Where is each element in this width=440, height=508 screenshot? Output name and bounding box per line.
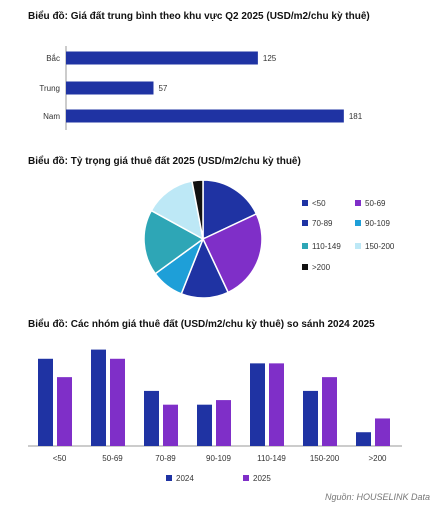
chart3-title: Biểu đồ: Các nhóm giá thuê đất (USD/m2/c… <box>28 319 375 330</box>
chart3-category-label: 150-200 <box>310 454 340 463</box>
chart1-svg: Bắc 125 Trung 57 Nam 181 <box>39 46 363 130</box>
chart3-bar-2024-2 <box>144 390 159 446</box>
chart3-bar-2024-5 <box>303 390 318 446</box>
chart1-title: Biểu đồ: Giá đất trung bình theo khu vực… <box>28 11 370 22</box>
pie-legend-label: 50-69 <box>365 199 386 208</box>
pie-legend-swatch-2 <box>302 220 308 226</box>
chart3-category-label: 50-69 <box>102 454 123 463</box>
chart1-category-label: Bắc <box>46 54 60 63</box>
chart1-bar-1 <box>66 81 154 95</box>
chart3-legend-swatch-2024 <box>166 475 172 481</box>
chart3-svg: <50 50-69 70-89 90-109 110-149 150-200 >200 202… <box>28 349 402 483</box>
chart3-bar-2025-4 <box>269 363 284 446</box>
chart1-bar-2 <box>66 109 344 123</box>
pie-legend-swatch-3 <box>355 220 361 226</box>
chart3-bar-2025-3 <box>216 400 231 446</box>
chart3-category-label: <50 <box>53 454 67 463</box>
pie-slice-6 <box>191 179 204 240</box>
pie-legend-label: 110-149 <box>312 242 341 251</box>
chart2-svg: <50 50-69 70-89 90-109 110-149 150-200 >200 <box>143 179 395 299</box>
pie-legend-swatch-1 <box>355 200 361 206</box>
chart3-legend-label: 2024 <box>176 474 194 483</box>
chart3-bar-2025-2 <box>163 404 178 446</box>
pie-legend-swatch-5 <box>355 243 361 249</box>
chart3-category-label: >200 <box>368 454 387 463</box>
chart1-category-label: Trung <box>39 84 60 93</box>
pie-legend-swatch-6 <box>302 264 308 270</box>
chart3-bar-2024-1 <box>91 349 106 446</box>
chart3-bar-2024-4 <box>250 363 265 446</box>
pie-slice-1 <box>202 212 263 294</box>
chart3-bar-2025-1 <box>110 358 125 446</box>
chart3-legend-swatch-2025 <box>243 475 249 481</box>
chart3-bar-2025-0 <box>57 377 72 446</box>
pie-legend-swatch-0 <box>302 200 308 206</box>
pie-slice-4 <box>143 209 205 275</box>
chart3-category-label: 70-89 <box>155 454 176 463</box>
chart3-bar-2025-6 <box>375 418 390 446</box>
pie-legend-label: 70-89 <box>312 219 333 228</box>
chart3-category-label: 110-149 <box>257 454 286 463</box>
chart3-bar-2024-3 <box>197 404 212 446</box>
pie-slice-5 <box>150 180 205 241</box>
pie-legend-label: 150-200 <box>365 242 395 251</box>
pie-legend-label: >200 <box>312 263 331 272</box>
chart2-title: Biểu đồ: Tỷ trọng giá thuê đất 2025 (USD… <box>28 156 301 167</box>
pie-slice-0 <box>202 179 258 241</box>
pie-legend-label: <50 <box>312 199 326 208</box>
chart1-value-label: 57 <box>158 84 167 93</box>
chart1-value-label: 181 <box>349 112 363 121</box>
chart1-category-label: Nam <box>43 112 60 121</box>
chart3-category-label: 90-109 <box>206 454 231 463</box>
chart3-bar-2024-6 <box>356 432 371 446</box>
source-note: Nguồn: HOUSELINK Data <box>324 492 430 502</box>
chart1-bar-0 <box>66 51 258 65</box>
pie-legend-swatch-4 <box>302 243 308 249</box>
chart3-bar-2025-5 <box>322 377 337 446</box>
pie-legend-label: 90-109 <box>365 219 390 228</box>
chart3-bar-2024-0 <box>38 358 53 446</box>
chart1-value-label: 125 <box>263 54 277 63</box>
chart3-legend-label: 2025 <box>253 474 271 483</box>
